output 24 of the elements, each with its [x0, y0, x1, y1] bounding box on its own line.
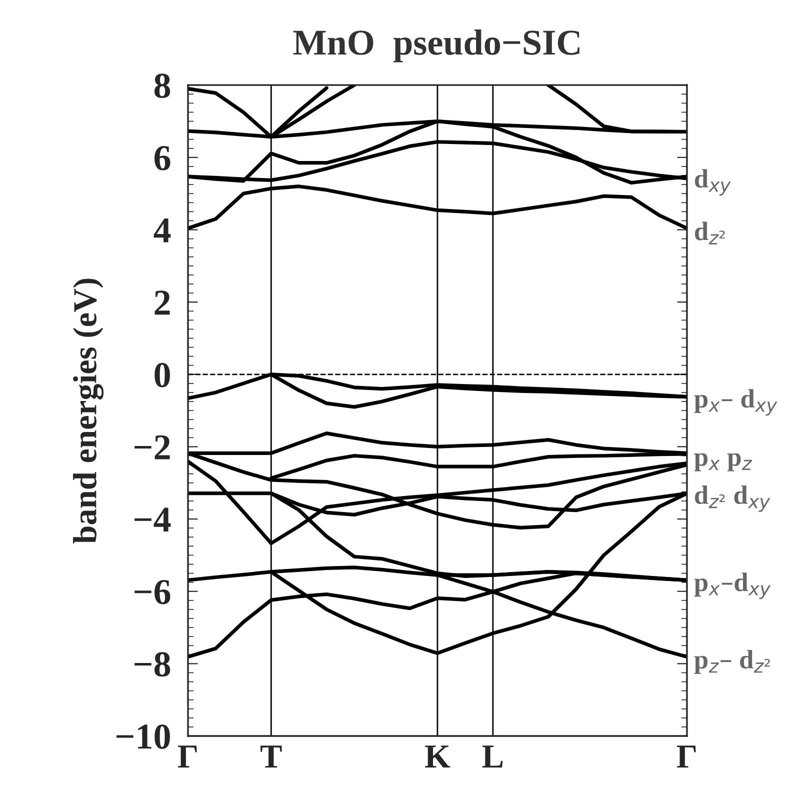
- text: p$_{z}$– d$_{z²}$: [694, 650, 770, 674]
- y-tick-label: 2: [154, 290, 170, 315]
- text: p$_{x}$– d$_{xy}$: [694, 389, 778, 416]
- chart-title: MnO pseudo−SIC: [293, 29, 580, 62]
- text: p$_{x}$ p$_{z}$: [694, 453, 752, 472]
- y-tick-label: −10: [116, 724, 170, 749]
- text: d$_{xy}$: [694, 169, 731, 196]
- x-tick-label: Γ: [676, 746, 696, 768]
- text: d$_{z²}$: [694, 222, 725, 244]
- x-tick-label: Γ: [178, 746, 197, 768]
- x-tick-label: T: [260, 746, 282, 768]
- y-tick-label: 6: [154, 146, 170, 170]
- text: p$_{x}$–d$_{xy}$: [694, 572, 771, 600]
- y-tick-label: 0: [154, 362, 170, 388]
- y-axis-title: band energies (eV): [73, 278, 104, 544]
- x-tick-label: L: [482, 746, 503, 768]
- text: d$_{z²}$ d$_{xy}$: [694, 485, 770, 512]
- y-tick-label: −2: [134, 435, 170, 460]
- y-tick-label: −6: [134, 580, 170, 604]
- y-tick-label: −8: [134, 652, 170, 677]
- x-tick-label: K: [425, 746, 450, 768]
- y-tick-label: 4: [154, 218, 171, 242]
- y-tick-label: 8: [154, 74, 170, 98]
- y-tick-label: −4: [134, 508, 171, 532]
